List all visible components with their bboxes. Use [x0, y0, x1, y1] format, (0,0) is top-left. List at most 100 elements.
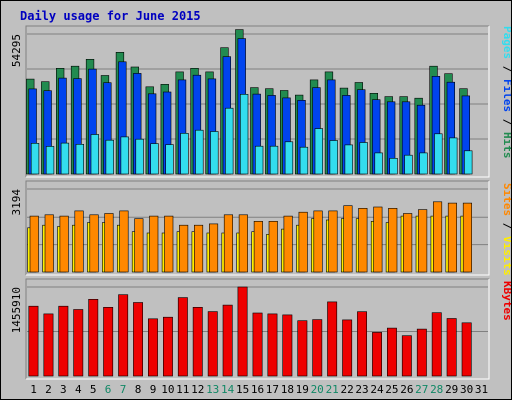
- chart-title: Daily usage for June 2015: [20, 9, 201, 23]
- bar-sites-day-5: [89, 214, 99, 273]
- bar-kbytes-day-10: [163, 316, 173, 377]
- bar-kbytes-day-30: [461, 322, 472, 377]
- bar-pages-day-23: [359, 142, 368, 175]
- legend-visits: Visits: [501, 236, 511, 276]
- x-axis-day-label-4: 4: [75, 383, 82, 396]
- bar-pages-day-15: [240, 94, 249, 175]
- x-axis-day-label-5: 5: [90, 383, 97, 396]
- x-axis-day-label-9: 9: [150, 383, 157, 396]
- bar-sites-day-3: [59, 215, 69, 273]
- x-axis-day-label-13: 13: [206, 383, 219, 396]
- bar-pages-day-9: [150, 143, 159, 175]
- bar-sites-day-29: [447, 202, 458, 273]
- bar-sites-day-15: [238, 214, 248, 273]
- x-axis-day-label-30: 30: [460, 383, 473, 396]
- bar-kbytes-day-17: [267, 313, 278, 377]
- bar-kbytes-day-28: [431, 312, 442, 377]
- bar-kbytes-day-5: [88, 298, 99, 377]
- bar-sites-day-24: [373, 206, 383, 273]
- x-axis-day-label-16: 16: [251, 383, 264, 396]
- x-axis-day-label-25: 25: [385, 383, 398, 396]
- panel-border-bottom: [26, 279, 490, 380]
- bar-kbytes-day-6: [103, 306, 114, 377]
- bar-pages-day-29: [449, 137, 458, 175]
- x-axis-day-label-31: 31: [475, 383, 488, 396]
- x-axis-day-label-10: 10: [161, 383, 174, 396]
- bar-kbytes-day-19: [297, 320, 308, 377]
- x-axis-day-label-14: 14: [221, 383, 235, 396]
- x-axis-day-label-20: 20: [311, 383, 324, 396]
- bar-kbytes-day-12: [192, 306, 203, 377]
- bar-sites-day-2: [44, 214, 54, 273]
- bar-sites-day-28: [432, 201, 443, 273]
- bar-sites-day-23: [358, 208, 368, 273]
- bar-sites-day-30: [462, 202, 473, 273]
- bar-pages-day-2: [45, 146, 55, 175]
- bar-kbytes-day-9: [148, 318, 158, 377]
- bar-kbytes-day-4: [73, 309, 84, 377]
- bar-kbytes-day-2: [43, 313, 54, 377]
- bar-pages-day-17: [269, 145, 279, 175]
- bar-sites-day-8: [134, 218, 144, 273]
- panel-legend: KBytes: [501, 281, 511, 321]
- bar-kbytes-day-8: [133, 302, 143, 377]
- x-axis-day-label-19: 19: [296, 383, 309, 396]
- x-axis-day-label-26: 26: [400, 383, 413, 396]
- bar-kbytes-day-26: [401, 335, 412, 377]
- legend-kbytes: KBytes: [501, 281, 511, 321]
- bar-pages-day-4: [75, 144, 84, 175]
- bar-kbytes-day-21: [327, 301, 338, 377]
- x-axis-day-label-21: 21: [326, 383, 339, 396]
- panel-border-top: [25, 25, 489, 177]
- bar-sites-day-10: [164, 215, 174, 273]
- bar-kbytes-day-13: [207, 311, 218, 377]
- bar-pages-day-28: [434, 133, 443, 175]
- bar-pages-day-19: [299, 146, 309, 175]
- bar-kbytes-day-18: [282, 314, 293, 377]
- bar-kbytes-day-23: [357, 311, 367, 377]
- bar-kbytes-day-11: [177, 297, 188, 377]
- y-axis-max-label: 54295: [10, 34, 23, 67]
- x-axis-day-label-1: 1: [30, 383, 37, 396]
- x-axis-day-label-12: 12: [191, 383, 204, 396]
- bar-kbytes-day-15: [237, 286, 248, 377]
- bar-pages-day-8: [135, 138, 144, 175]
- bar-pages-day-12: [195, 129, 204, 175]
- bar-sites-day-9: [149, 215, 159, 273]
- bar-pages-day-22: [344, 144, 353, 175]
- legend-separator: /: [501, 216, 511, 236]
- bar-sites-day-4: [74, 210, 84, 273]
- bar-sites-day-16: [253, 221, 263, 273]
- bar-pages-day-20: [314, 128, 323, 175]
- legend-separator: /: [501, 59, 511, 79]
- bar-pages-day-7: [120, 136, 129, 175]
- bar-kbytes-day-27: [416, 328, 427, 377]
- x-axis-day-label-22: 22: [340, 383, 353, 396]
- bar-kbytes-day-29: [446, 318, 457, 377]
- panel-border-bottom: [26, 26, 490, 178]
- panel-border-bottom: [26, 181, 490, 276]
- legend-separator: /: [501, 112, 511, 132]
- bar-pages-day-1: [30, 143, 40, 175]
- bar-sites-day-12: [194, 224, 204, 273]
- bar-pages-day-18: [284, 141, 294, 175]
- bar-sites-day-7: [119, 210, 129, 273]
- bar-pages-day-10: [165, 144, 174, 175]
- bar-pages-day-30: [464, 150, 473, 175]
- x-axis-day-label-3: 3: [60, 383, 67, 396]
- x-axis-day-label-29: 29: [445, 383, 458, 396]
- bar-sites-day-27: [418, 209, 428, 273]
- bar-pages-day-6: [105, 139, 114, 175]
- bar-sites-day-17: [268, 221, 278, 273]
- x-axis-day-label-28: 28: [430, 383, 443, 396]
- bar-kbytes-day-16: [252, 312, 263, 377]
- bar-pages-day-14: [225, 107, 234, 175]
- x-axis-day-label-7: 7: [120, 383, 127, 396]
- bar-sites-day-25: [388, 208, 398, 273]
- panel-border-top: [25, 180, 489, 275]
- x-axis-day-label-23: 23: [355, 383, 368, 396]
- bar-sites-day-26: [403, 213, 413, 273]
- bar-kbytes-day-20: [312, 319, 323, 377]
- y-axis-max-label: 1455910: [10, 287, 23, 333]
- legend-files: Files: [501, 79, 511, 112]
